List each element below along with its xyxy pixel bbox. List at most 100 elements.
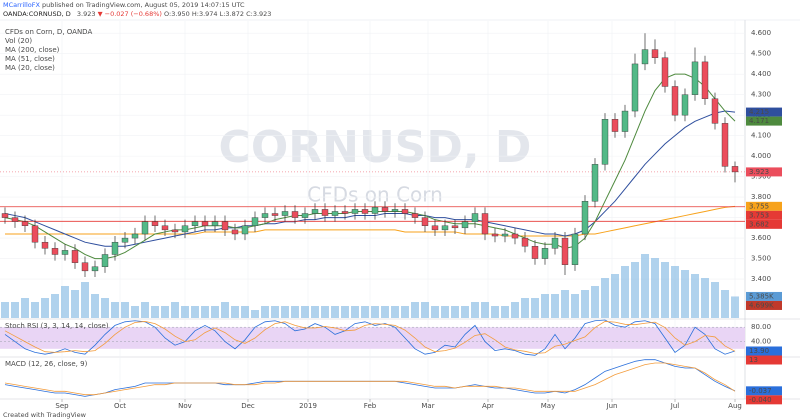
x-tick-label: Dec (241, 402, 255, 410)
candle-body (141, 221, 149, 235)
volume-bar (471, 302, 479, 318)
x-tick-label: Jul (670, 402, 680, 410)
panel-title: MACD (12, 26, close, 9) (5, 360, 88, 368)
price-label-bg (746, 107, 782, 117)
candle-body (691, 61, 699, 95)
candle-body (121, 237, 129, 243)
volume-bar (681, 270, 689, 318)
volume-bar (391, 306, 399, 318)
volume-bar (651, 258, 659, 318)
volume-bar (281, 306, 289, 318)
candle-body (71, 250, 79, 263)
volume-bar (491, 306, 499, 318)
candle-body (561, 237, 569, 265)
price-label: -0.037 (749, 387, 772, 395)
candle-body (401, 209, 409, 214)
volume-bar (501, 306, 509, 318)
volume-bar (151, 306, 159, 318)
candle-body (221, 221, 229, 231)
volume-bar (431, 306, 439, 318)
candle-body (161, 225, 169, 231)
volume-bar (661, 262, 669, 318)
volume-bar (191, 306, 199, 318)
volume-bar (71, 290, 79, 318)
candle-body (721, 123, 729, 167)
y-tick-label: 3.800 (751, 193, 771, 201)
price-label: 4.171 (749, 117, 769, 125)
candle-body (251, 217, 259, 226)
candle-body (591, 164, 599, 202)
candle-body (311, 209, 319, 214)
series-line (4, 110, 736, 247)
candle-body (641, 49, 649, 65)
candle-body (471, 213, 479, 222)
volume-bar (91, 294, 99, 318)
candle-body (631, 63, 639, 112)
candle-body (81, 262, 89, 272)
symbol-line: OANDA:CORNUSD, D 3.923 ▼ −0.027 (−0.68%)… (3, 10, 271, 18)
candle-body (261, 213, 269, 218)
candle-body (461, 221, 469, 229)
volume-bar (641, 254, 649, 318)
x-tick-label: 2019 (299, 402, 317, 410)
author[interactable]: MCarrilloFX (3, 1, 40, 9)
legend-entry: MA (51, close) (5, 55, 55, 63)
volume-bar (181, 306, 189, 318)
candle-body (711, 98, 719, 124)
candle-body (671, 86, 679, 116)
volume-bar (161, 306, 169, 318)
volume-bar (171, 302, 179, 318)
price-label: 3.753 (749, 211, 769, 219)
volume-bar (401, 306, 409, 318)
candle-body (411, 213, 419, 218)
panel-title: Stoch RSI (3, 3, 14, 14, close) (5, 322, 109, 330)
legend-entry: MA (200, close) (5, 46, 60, 54)
ohlc: O:3.950 H:3.974 L:3.872 C:3.923 (164, 10, 271, 18)
volume-bar (251, 310, 259, 318)
volume-bar (671, 266, 679, 318)
price-label: 5.385K (749, 292, 774, 300)
candle-body (281, 211, 289, 216)
volume-bar (441, 306, 449, 318)
candle-body (611, 119, 619, 132)
candle-body (381, 207, 389, 212)
volume-bar (301, 306, 309, 318)
volume-bar (421, 302, 429, 318)
volume-bar (411, 302, 419, 318)
volume-bar (221, 302, 229, 318)
candle-body (331, 211, 339, 216)
y-tick-label: 4.500 (751, 50, 771, 58)
legend-entry: MA (20, close) (5, 64, 55, 72)
candle-body (231, 229, 239, 235)
volume-bar (241, 306, 249, 318)
legend-title: CFDs on Corn, D, OANDA (5, 28, 92, 36)
volume-bar (331, 306, 339, 318)
candle-body (361, 209, 369, 214)
volume-bar (131, 306, 139, 318)
y-tick-label: 3.600 (751, 234, 771, 242)
price-label: 13.90 (749, 347, 769, 355)
volume-bar (21, 298, 29, 318)
volume-bar (571, 294, 579, 318)
candle-body (701, 61, 709, 99)
candle-body (11, 217, 19, 222)
candle-body (531, 246, 539, 259)
volume-bar (291, 306, 299, 318)
x-tick-label: Jun (606, 402, 618, 410)
x-tick-label: Sep (55, 402, 69, 410)
price-label-bg (746, 210, 782, 220)
candle-body (101, 254, 109, 267)
volume-bar (361, 306, 369, 318)
candle-body (441, 225, 449, 231)
y-tick-label: 4.400 (751, 70, 771, 78)
candle-body (481, 213, 489, 235)
volume-bar (461, 306, 469, 318)
candle-body (31, 225, 39, 243)
candle-body (241, 225, 249, 235)
candle-body (191, 221, 199, 226)
legend-entry: Vol (20) (5, 37, 32, 45)
volume-bar (581, 290, 589, 318)
candle-body (181, 225, 189, 233)
y-tick-label: 3.500 (751, 255, 771, 263)
volume-bar (541, 294, 549, 318)
